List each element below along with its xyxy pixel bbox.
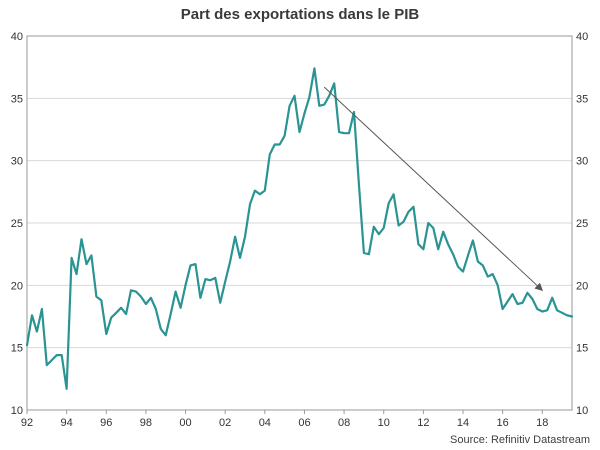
x-tick-label: 92 bbox=[21, 417, 33, 429]
x-tick-label: 04 bbox=[259, 417, 271, 429]
y-axis-left: 10 15 20 25 30 35 40 bbox=[11, 31, 23, 417]
annotation-group bbox=[323, 86, 544, 292]
x-tick-label: 12 bbox=[417, 417, 429, 429]
x-tick-label: 00 bbox=[179, 417, 191, 429]
chart-title: Part des exportations dans le PIB bbox=[180, 6, 420, 23]
y-tick-label-left: 40 bbox=[11, 31, 23, 43]
y-tick-label-left: 15 bbox=[11, 343, 23, 355]
y-tick-label-left: 30 bbox=[11, 156, 23, 168]
y-axis-right: 10 15 20 25 30 35 40 bbox=[576, 31, 588, 417]
plot-area bbox=[26, 35, 573, 411]
grid-lines bbox=[27, 97, 572, 349]
source-note: Source: Refinitiv Datastream bbox=[450, 434, 590, 446]
y-tick-label-right: 40 bbox=[576, 31, 588, 43]
x-tick-label: 18 bbox=[536, 417, 548, 429]
series-line bbox=[25, 67, 574, 390]
y-tick-label-right: 20 bbox=[576, 280, 588, 292]
x-tick-label: 14 bbox=[457, 417, 469, 429]
x-tick-label: 02 bbox=[219, 417, 231, 429]
trend-arrow bbox=[323, 86, 544, 292]
y-tick-label-right: 30 bbox=[576, 156, 588, 168]
y-tick-label-right: 15 bbox=[576, 343, 588, 355]
x-tick-label: 06 bbox=[298, 417, 310, 429]
x-tick-label: 96 bbox=[100, 417, 112, 429]
x-tick-label: 10 bbox=[378, 417, 390, 429]
x-tick-label: 94 bbox=[61, 417, 73, 429]
y-tick-label-right: 35 bbox=[576, 93, 588, 105]
x-tick-label: 98 bbox=[140, 417, 152, 429]
y-tick-label-right: 25 bbox=[576, 218, 588, 230]
y-tick-label-left: 35 bbox=[11, 93, 23, 105]
x-tick-label: 08 bbox=[338, 417, 350, 429]
series-group bbox=[25, 67, 574, 390]
y-tick-label-left: 20 bbox=[11, 280, 23, 292]
y-tick-label-right: 10 bbox=[576, 405, 588, 417]
y-tick-label-left: 25 bbox=[11, 218, 23, 230]
x-tick-label: 16 bbox=[497, 417, 509, 429]
y-tick-label-left: 10 bbox=[11, 405, 23, 417]
x-axis: 92 94 96 98 00 02 04 06 08 10 12 14 16 18 bbox=[21, 410, 548, 429]
